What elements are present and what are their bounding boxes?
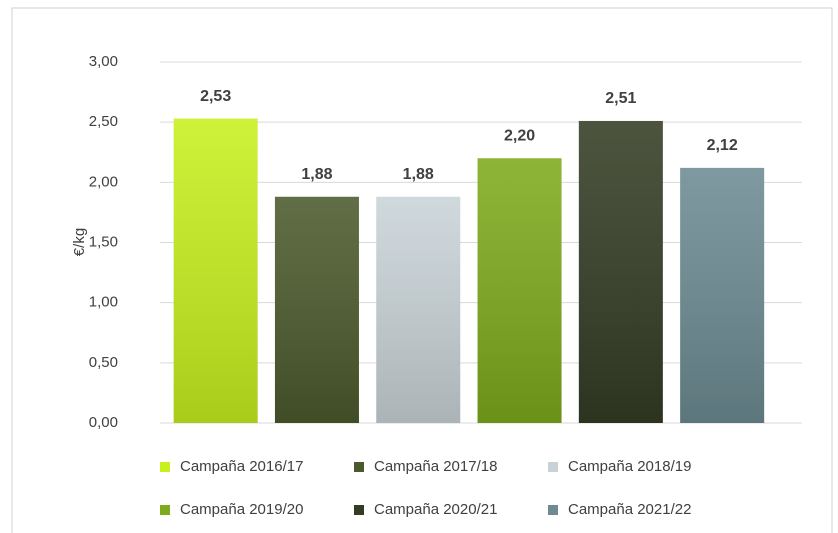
legend-label: Campaña 2016/17 [180, 458, 303, 475]
legend-swatch [160, 505, 170, 515]
value-label: 2,51 [605, 90, 636, 107]
y-tick-label: 1,00 [89, 294, 118, 311]
legend-label: Campaña 2019/20 [180, 501, 303, 518]
legend-swatch [354, 462, 364, 472]
value-label: 2,20 [504, 127, 535, 144]
legend-label: Campaña 2017/18 [374, 458, 497, 475]
frame [11, 7, 833, 533]
legend-swatch [548, 462, 558, 472]
y-tick-label: 1,50 [89, 233, 118, 250]
y-tick-label: 2,00 [89, 173, 118, 190]
y-tick-label: 2,50 [89, 113, 118, 130]
bar-shade [477, 158, 562, 423]
legend-label: Campaña 2018/19 [568, 458, 691, 475]
y-tick-label: 3,00 [89, 53, 118, 70]
legend-swatch [548, 505, 558, 515]
value-label: 1,88 [403, 166, 434, 183]
legend-swatch [354, 505, 364, 515]
bar-shade [376, 196, 461, 423]
bar-shade [578, 120, 663, 424]
legend-label: Campaña 2021/22 [568, 501, 691, 518]
y-axis-label: €/kg [71, 228, 88, 256]
bar-shade [680, 167, 765, 423]
value-label: 2,12 [707, 137, 738, 154]
value-label: 1,88 [301, 166, 332, 183]
bar-shade [274, 196, 359, 423]
y-tick-label: 0,00 [89, 414, 118, 431]
bar-shade [173, 118, 258, 423]
value-label: 2,53 [200, 88, 231, 105]
y-tick-label: 0,50 [89, 354, 118, 371]
legend-label: Campaña 2020/21 [374, 501, 497, 518]
legend-swatch [160, 462, 170, 472]
